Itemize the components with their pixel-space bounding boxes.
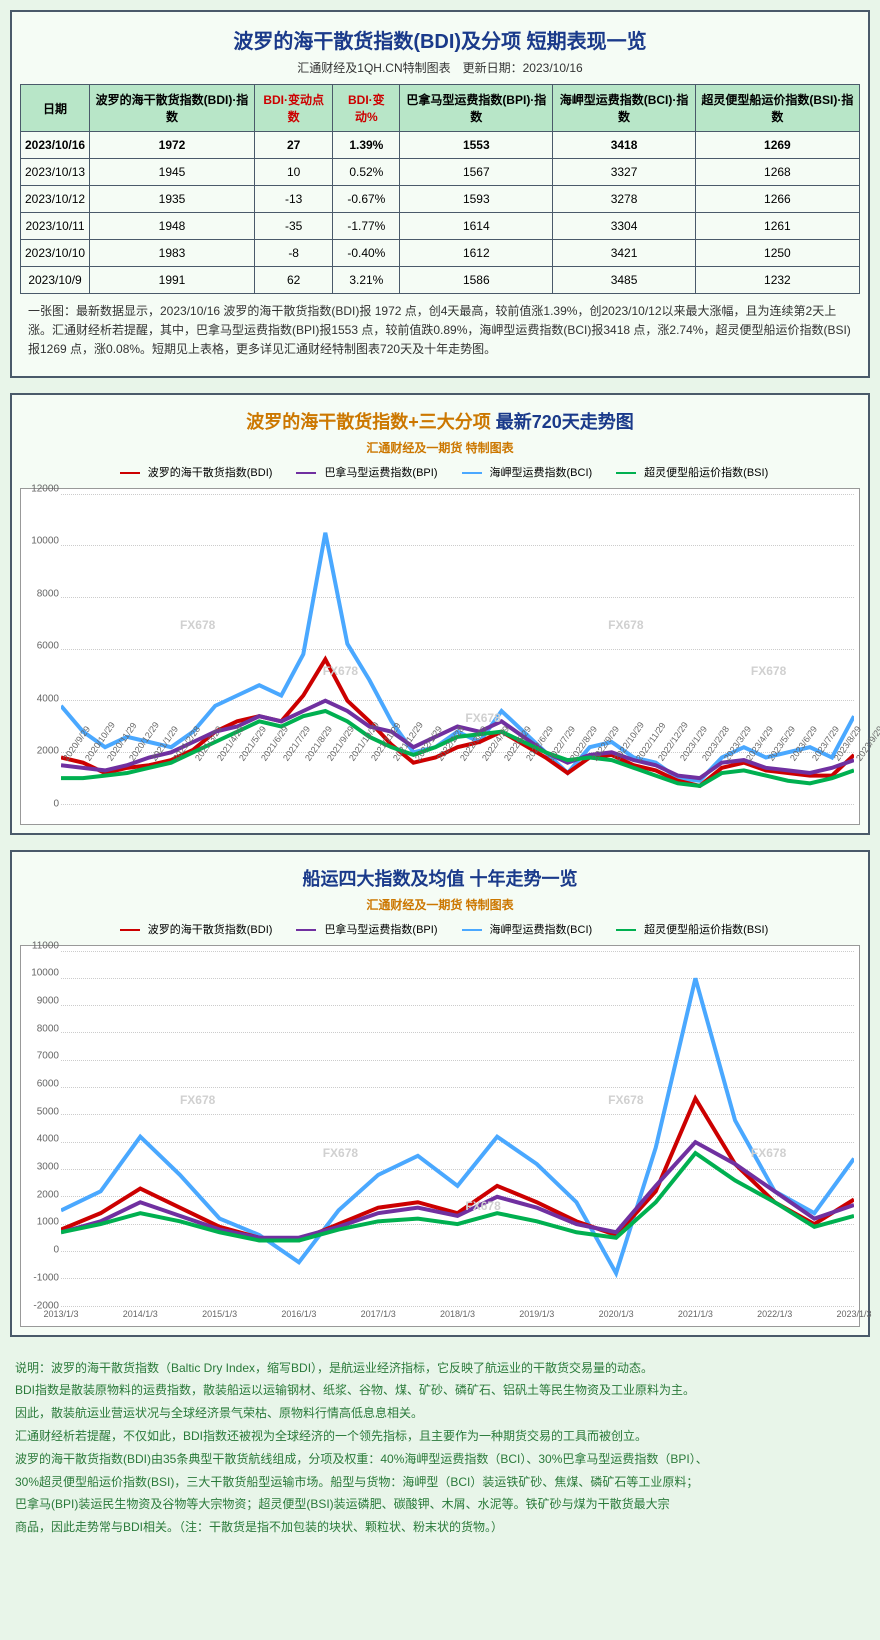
table-note: 一张图：最新数据显示，2023/10/16 波罗的海干散货指数(BDI)报 19…	[20, 294, 860, 368]
chart1-subtitle: 汇通财经及一期货 特制图表	[20, 439, 860, 456]
chart1-panel: 波罗的海干散货指数+三大分项 最新720天走势图 汇通财经及一期货 特制图表 波…	[10, 393, 870, 835]
table-title: 波罗的海干散货指数(BDI)及分项 短期表现一览	[20, 25, 860, 54]
table-row: 2023/10/91991623.21%158634851232	[21, 267, 860, 294]
chart1-legend: 波罗的海干散货指数(BDI)巴拿马型运费指数(BPI)海岬型运费指数(BCI)超…	[20, 464, 860, 480]
data-table: 日期波罗的海干散货指数(BDI)·指数BDI·变动点数BDI·变动%巴拿马型运费…	[20, 84, 860, 294]
table-row: 2023/10/121935-13-0.67%159332781266	[21, 186, 860, 213]
col-header: 日期	[21, 85, 90, 132]
chart2: -2000-1000010002000300040005000600070008…	[20, 945, 860, 1327]
table-row: 2023/10/101983-8-0.40%161234211250	[21, 240, 860, 267]
col-header: 超灵便型船运价指数(BSI)·指数	[695, 85, 859, 132]
chart2-legend: 波罗的海干散货指数(BDI)巴拿马型运费指数(BPI)海岬型运费指数(BCI)超…	[20, 921, 860, 937]
chart1-title: 波罗的海干散货指数+三大分项 最新720天走势图	[20, 408, 860, 434]
table-row: 2023/10/111948-35-1.77%161433041261	[21, 213, 860, 240]
description: 说明：波罗的海干散货指数（Baltic Dry Index，缩写BDI），是航运…	[10, 1352, 870, 1544]
col-header: 海岬型运费指数(BCI)·指数	[553, 85, 695, 132]
col-header: 巴拿马型运费指数(BPI)·指数	[400, 85, 553, 132]
table-panel: 波罗的海干散货指数(BDI)及分项 短期表现一览 汇通财经及1QH.CN特制图表…	[10, 10, 870, 378]
table-row: 2023/10/161972271.39%155334181269	[21, 132, 860, 159]
chart2-panel: 船运四大指数及均值 十年走势一览 汇通财经及一期货 特制图表 波罗的海干散货指数…	[10, 850, 870, 1337]
col-header: BDI·变动点数	[254, 85, 332, 132]
chart2-subtitle: 汇通财经及一期货 特制图表	[20, 896, 860, 913]
chart1: 020004000600080001000012000 FX678FX678FX…	[20, 488, 860, 825]
chart2-title: 船运四大指数及均值 十年走势一览	[20, 865, 860, 891]
table-subtitle: 汇通财经及1QH.CN特制图表 更新日期：2023/10/16	[20, 59, 860, 76]
col-header: 波罗的海干散货指数(BDI)·指数	[90, 85, 255, 132]
col-header: BDI·变动%	[333, 85, 400, 132]
table-row: 2023/10/131945100.52%156733271268	[21, 159, 860, 186]
